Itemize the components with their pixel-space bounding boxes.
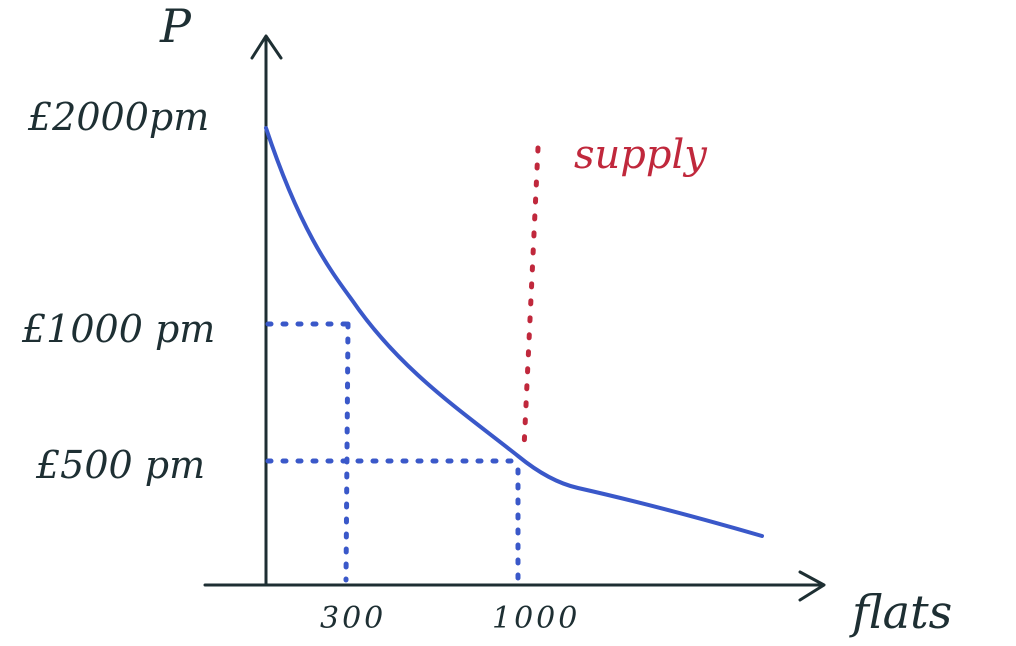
- y-tick-label-2000: £2000pm: [27, 95, 209, 139]
- y-tick-label-1000: £1000 pm: [21, 307, 215, 351]
- supply-label: supply: [574, 132, 708, 178]
- x-tick-label-1000: 1000: [492, 601, 580, 636]
- y-tick-label-500: £500 pm: [35, 443, 205, 487]
- ref-v-300: [343, 321, 351, 583]
- y-axis-arrowhead: [250, 34, 283, 60]
- x-axis-label: flats: [849, 585, 952, 639]
- x-tick-label-300: 300: [320, 601, 386, 636]
- x-axis-arrowhead: [798, 570, 826, 602]
- supply-line: [521, 145, 541, 451]
- y-axis-label: P: [159, 0, 192, 53]
- demand-curve: [264, 126, 764, 538]
